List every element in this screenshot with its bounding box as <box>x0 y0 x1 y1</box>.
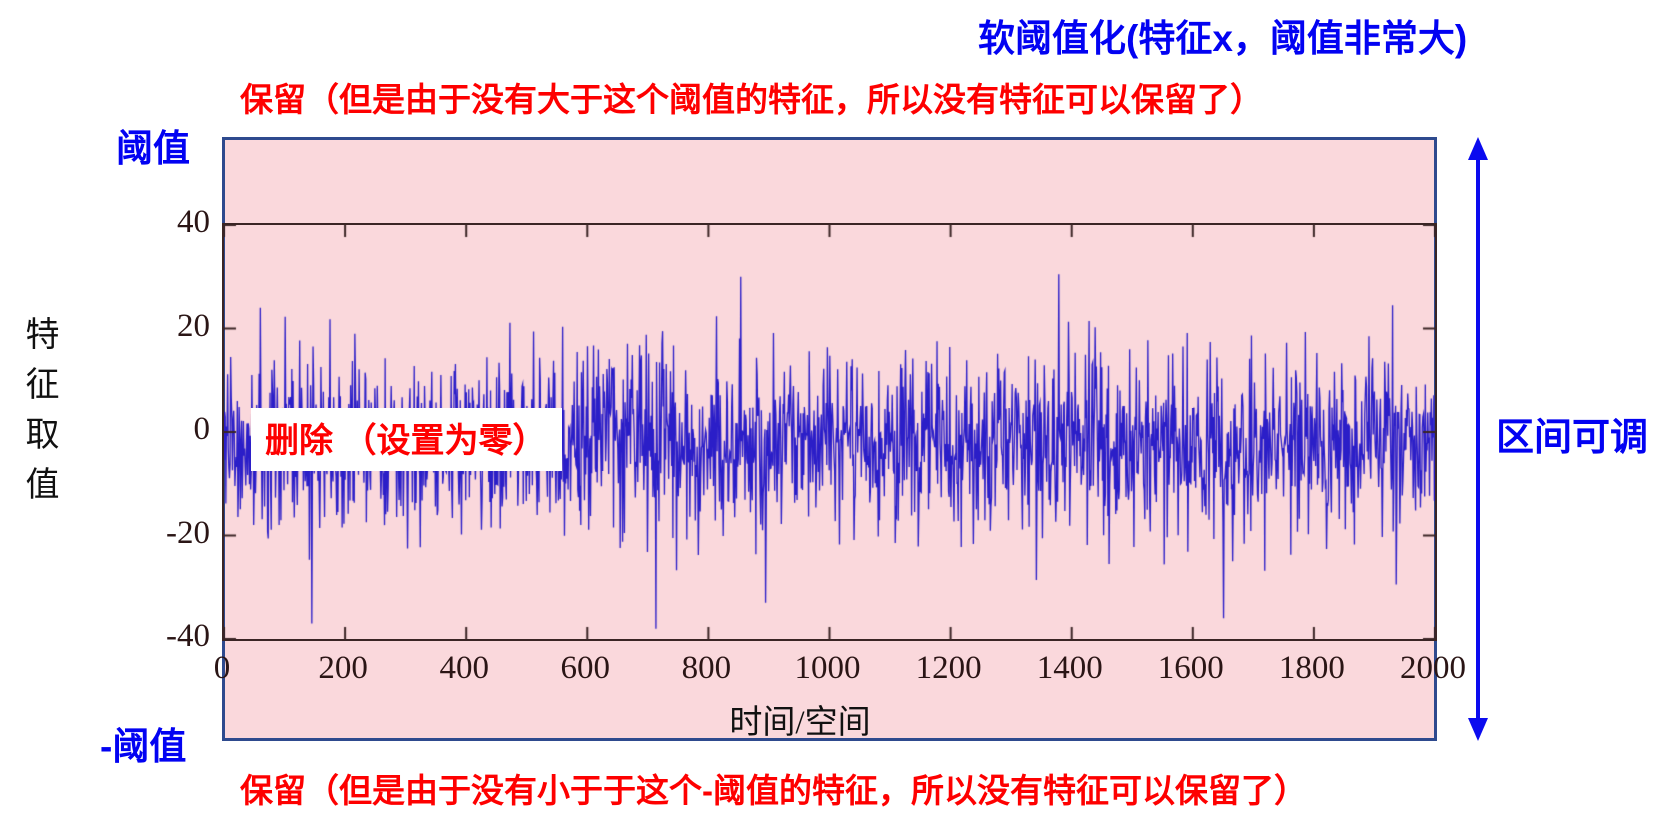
x-axis-title: 时间/空间 <box>729 705 871 741</box>
x-tick-label: 200 <box>318 650 368 686</box>
x-tick-label: 1600 <box>1157 650 1224 686</box>
y-axis-title: 特征取值 <box>20 316 57 516</box>
slide-title: 软阈值化(特征x，阈值非常大) <box>978 18 1468 59</box>
y-tick-label: 20 <box>177 307 210 344</box>
x-tick-label: 1200 <box>915 650 982 686</box>
x-tick-label: 1800 <box>1278 650 1345 686</box>
x-tick-label: 400 <box>439 650 489 686</box>
range-arrow <box>1468 137 1488 741</box>
x-tick-label: 1000 <box>794 650 861 686</box>
y-tick-label: 40 <box>177 204 210 240</box>
keep-note-bottom: 保留（但是由于没有小于于这个-阈值的特征，所以没有特征可以保留了） <box>240 772 1307 809</box>
x-tick-label: 800 <box>681 650 732 686</box>
keep-note-top: 保留（但是由于没有大于这个阈值的特征，所以没有特征可以保留了） <box>240 81 1263 118</box>
arrow-up-head <box>1468 137 1488 160</box>
neg-threshold-label: -阈值 <box>100 726 187 767</box>
threshold-label: 阈值 <box>116 128 190 169</box>
delete-annotation: 删除 （设置为零） <box>251 408 563 471</box>
range-adjustable-label: 区间可调 <box>1496 417 1649 459</box>
x-tick-label: 0 <box>213 650 231 686</box>
x-tick-label: 1400 <box>1036 650 1103 686</box>
x-tick-label: 600 <box>560 650 611 686</box>
y-tick-label: -40 <box>166 618 210 654</box>
y-tick-label: 0 <box>193 411 211 447</box>
arrow-down-head <box>1468 718 1488 741</box>
x-tick-label: 2000 <box>1400 650 1466 686</box>
y-tick-label: -20 <box>166 514 210 551</box>
